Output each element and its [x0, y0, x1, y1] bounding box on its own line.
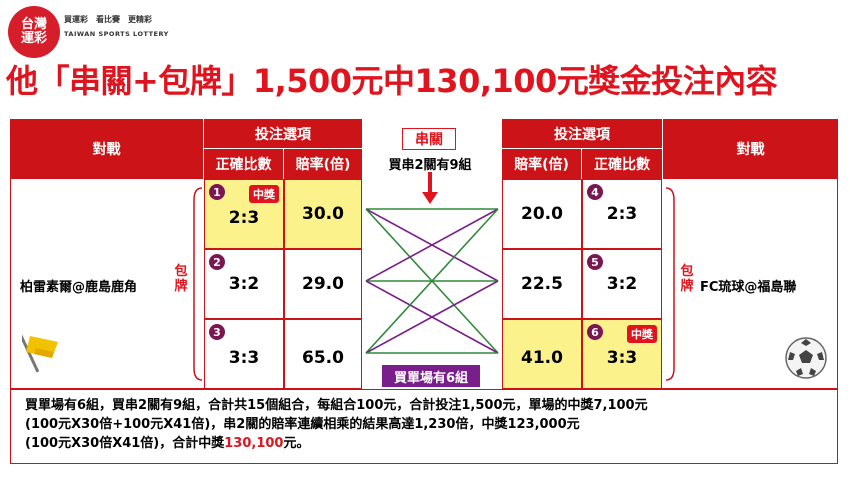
left-team-name: 柏雷素爾@鹿島鹿角: [20, 280, 138, 295]
note-line-2: (100元X30倍+100元X41倍)，串2關的賠率連續相乘的結果高達1,230…: [25, 417, 580, 432]
odds-value: 29.0: [302, 274, 344, 294]
flag-icon: [22, 335, 58, 373]
score-value: 2:3: [606, 204, 638, 224]
left-header-options: 投注選項: [204, 119, 362, 149]
right-col-score: 正確比數: [582, 149, 662, 179]
option-number-badge: 5: [587, 254, 603, 270]
odds-value: 22.5: [521, 274, 563, 294]
left-row2-score[interactable]: 2 3:2: [204, 249, 284, 319]
score-value: 2:3: [228, 208, 260, 228]
right-row2-odds[interactable]: 22.5: [502, 249, 582, 319]
score-value: 3:3: [606, 348, 638, 368]
left-pai-label: 包牌: [174, 264, 188, 294]
taiwan-lottery-logo: 台灣 運彩: [8, 6, 60, 58]
option-number-badge: 4: [587, 184, 603, 200]
left-col-score: 正確比數: [204, 149, 284, 179]
total-prize: 130,100: [224, 436, 284, 451]
winner-badge: 中獎: [249, 185, 279, 203]
chuan-description: 買串2關有9組: [388, 158, 472, 173]
note-line-1: 買單場有6組，買串2關有9組，合計共15個組合，每組合100元，合計投注1,50…: [25, 398, 648, 413]
score-value: 3:3: [228, 348, 260, 368]
left-row3-odds[interactable]: 65.0: [284, 319, 362, 389]
right-row1-odds[interactable]: 20.0: [502, 179, 582, 249]
page-title: 他「串關+包牌」1,500元中130,100元獎金投注內容: [6, 62, 778, 100]
odds-value: 65.0: [302, 348, 344, 368]
left-row2-odds[interactable]: 29.0: [284, 249, 362, 319]
right-header-match: 對戰: [662, 119, 838, 179]
odds-value: 30.0: [302, 204, 344, 224]
right-bracket: [665, 187, 675, 381]
right-row3-odds[interactable]: 41.0: [502, 319, 582, 389]
logo-line2: 運彩: [20, 31, 47, 46]
left-col-odds: 賠率(倍): [284, 149, 362, 179]
chuan-label: 串關: [402, 128, 456, 150]
right-pai-label: 包牌: [680, 264, 694, 294]
explanation-box: 買單場有6組，買串2關有9組，合計共15個組合，每組合100元，合計投注1,50…: [10, 389, 838, 464]
soccer-ball-icon: [785, 337, 827, 379]
right-row3-score[interactable]: 6 中獎 3:3: [582, 319, 662, 389]
note-line-3: (100元X30倍X41倍)，合計中獎130,100元。: [25, 436, 310, 451]
option-number-badge: 3: [209, 324, 225, 340]
score-value: 3:2: [228, 274, 260, 294]
left-row3-score[interactable]: 3 3:3: [204, 319, 284, 389]
left-header-match: 對戰: [10, 119, 204, 179]
right-team-name: FC琉球@福島聯: [700, 280, 797, 295]
odds-value: 41.0: [521, 348, 563, 368]
left-bracket: [193, 187, 203, 381]
option-number-badge: 1: [209, 184, 225, 200]
parlay-connection-lines: [365, 208, 499, 354]
right-row2-score[interactable]: 5 3:2: [582, 249, 662, 319]
option-number-badge: 6: [587, 324, 603, 340]
right-row1-score[interactable]: 4 2:3: [582, 179, 662, 249]
logo-line1: 台灣: [20, 17, 47, 32]
right-col-odds: 賠率(倍): [502, 149, 582, 179]
odds-value: 20.0: [521, 204, 563, 224]
logo-tagline: 買運彩 看比賽 更精彩: [64, 15, 152, 24]
left-row1-odds[interactable]: 30.0: [284, 179, 362, 249]
option-number-badge: 2: [209, 254, 225, 270]
right-header-options: 投注選項: [502, 119, 662, 149]
left-row1-score[interactable]: 1 中獎 2:3: [204, 179, 284, 249]
logo-english: TAIWAN SPORTS LOTTERY: [64, 30, 169, 38]
winner-badge: 中獎: [627, 325, 657, 343]
single-bet-label: 買單場有6組: [382, 365, 480, 387]
arrow-down-icon: [422, 172, 438, 204]
score-value: 3:2: [606, 274, 638, 294]
